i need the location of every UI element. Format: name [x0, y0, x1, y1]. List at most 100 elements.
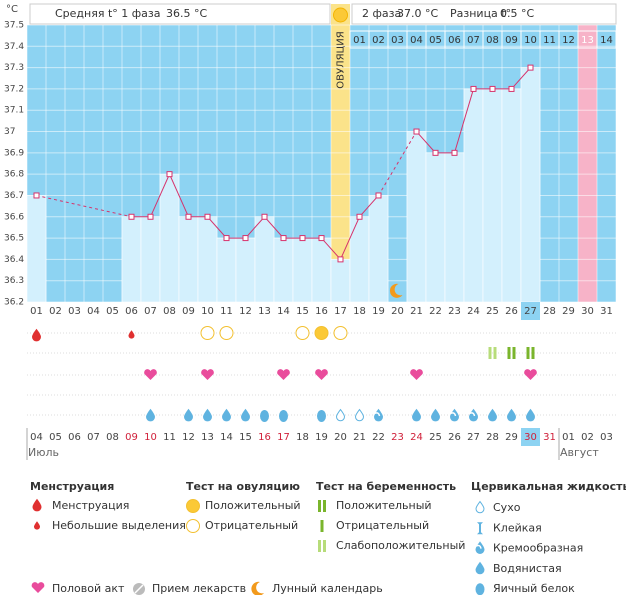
header-box	[29, 3, 331, 25]
legend-text: Сухо	[493, 501, 521, 514]
temp-point	[470, 85, 477, 92]
date-label: 09	[125, 432, 138, 443]
temp-bar	[235, 237, 256, 303]
pregnancy-test-icon	[512, 347, 516, 359]
x-tick-label: 04	[87, 306, 100, 317]
date-label: 11	[163, 432, 176, 443]
cervical-icon	[335, 408, 346, 422]
cervical-icon	[526, 408, 535, 422]
date-label: 12	[182, 432, 195, 443]
date-label: 01	[562, 432, 575, 443]
temp-point	[337, 256, 344, 263]
x-tick-label: 24	[467, 306, 480, 317]
x-tick-label: 18	[353, 306, 366, 317]
phase1-value: 36.5 °C	[166, 7, 207, 20]
pill-line	[134, 584, 144, 594]
legend-text: Кремообразная	[493, 542, 583, 555]
x-tick-label: 02	[49, 306, 62, 317]
intercourse-icon	[524, 369, 537, 380]
cream-curl	[468, 412, 476, 417]
temp-point	[527, 64, 534, 71]
cervical-icon	[260, 410, 269, 422]
date-label: 24	[410, 432, 423, 443]
date-label: 05	[49, 432, 62, 443]
x-tick-label: 09	[182, 306, 195, 317]
legend-text: Цервикальная жидкость	[471, 480, 626, 493]
legend-text: Тест на беременность	[316, 480, 456, 493]
cervical-icon	[184, 408, 193, 422]
gap-connector	[36, 194, 132, 218]
legend-icon	[320, 520, 324, 532]
temp-bar	[273, 237, 294, 303]
y-tick-label: 36.3	[4, 276, 24, 286]
intercourse-icon	[201, 369, 214, 380]
x-tick-label: 13	[258, 306, 271, 317]
temp-point	[432, 149, 439, 156]
temp-point	[299, 235, 306, 242]
x-tick-label: 14	[277, 306, 290, 317]
cervical-icon	[146, 408, 156, 422]
x-tick-label: 06	[125, 306, 138, 317]
temp-point	[33, 192, 40, 199]
legend-text: Слабоположительный	[336, 539, 465, 552]
phase1-label: Средняя t° 1 фаза	[55, 7, 161, 20]
date-label: 06	[68, 432, 81, 443]
temp-bar	[368, 195, 389, 303]
cervical-icon	[412, 408, 421, 422]
date-label: 14	[220, 432, 233, 443]
date-label: 22	[372, 432, 385, 443]
x-tick-label: 25	[486, 306, 499, 317]
legend-text: Прием лекарств	[152, 582, 246, 595]
post-ov-day: 02	[372, 35, 385, 46]
cervical-icon	[241, 408, 250, 422]
legend-icon	[477, 522, 483, 535]
legend-text: Клейкая	[493, 521, 542, 534]
x-tick-label: 11	[220, 306, 233, 317]
temp-point	[166, 171, 173, 178]
temp-bar	[406, 131, 427, 303]
cream-curl	[449, 412, 457, 417]
ovulation-test-icon	[219, 326, 234, 340]
y-tick-label: 37.4	[4, 42, 24, 52]
temp-bar	[216, 237, 237, 303]
ovulation-test-icon	[333, 326, 348, 340]
y-tick-label: 36.9	[4, 148, 24, 158]
x-tick-label: 17	[334, 306, 347, 317]
cervical-icon	[488, 408, 497, 422]
post-ov-cell	[596, 30, 617, 49]
x-tick-label: 22	[429, 306, 442, 317]
temp-point	[280, 235, 287, 242]
date-label: 13	[201, 432, 214, 443]
temp-bar	[197, 216, 218, 303]
legend-icon	[318, 540, 321, 552]
x-tick-label: 16	[315, 306, 328, 317]
y-tick-label: 36.5	[4, 234, 24, 244]
x-tick-label: 12	[239, 306, 252, 317]
y-tick-label: 37.1	[4, 106, 24, 116]
legend-icon	[318, 500, 321, 512]
legend-text: Положительный	[205, 499, 301, 512]
cervical-icon	[354, 408, 365, 422]
date-label: 15	[239, 432, 252, 443]
legend-text: Отрицательный	[336, 519, 429, 532]
date-label: 02	[581, 432, 594, 443]
legend-text: Менструация	[52, 499, 129, 512]
temp-bar	[482, 88, 503, 303]
date-label: 07	[87, 432, 100, 443]
date-label: 19	[315, 432, 328, 443]
date-label: 28	[486, 432, 499, 443]
x-tick-label: 27	[524, 306, 537, 317]
post-ov-day: 06	[448, 35, 461, 46]
moon-icon	[251, 581, 264, 595]
date-label: 20	[334, 432, 347, 443]
cervical-icon	[317, 410, 326, 422]
date-label: 03	[600, 432, 613, 443]
x-tick-label: 20	[391, 306, 404, 317]
temp-point	[242, 235, 249, 242]
header-box	[351, 3, 617, 25]
post-ov-day: 13	[581, 35, 594, 46]
cervical-icon	[279, 410, 288, 422]
legend-icon	[186, 499, 200, 513]
temp-bar	[330, 259, 351, 303]
